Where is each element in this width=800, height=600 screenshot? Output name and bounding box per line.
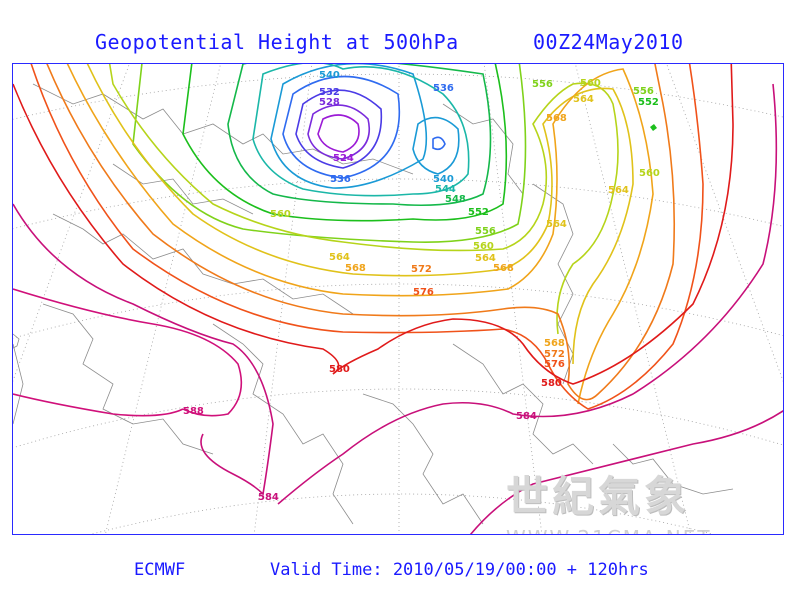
contour-548 [227,64,492,207]
contour-580 [13,64,734,385]
contour-label-568d: 568 [546,113,567,124]
contour-label-572: 572 [411,264,432,275]
contour-label-540: 540 [319,70,340,81]
watermark-logo: 世紀氣象 [506,472,691,521]
contour-568 [66,64,654,405]
contour-label-576: 576 [413,287,434,298]
contour-label-564d: 564 [573,94,594,105]
contour-label-560b: 560 [473,241,494,252]
contour-564 [86,64,634,365]
contour-label-560c: 560 [580,78,601,89]
contour-label-536b: 536 [433,83,454,94]
contour-label-556c: 556 [633,86,654,97]
contour-label-528: 528 [319,97,340,108]
contours [13,64,783,534]
map-frame: 540 532 528 524 536 536 540 544 548 552 … [12,63,784,535]
contour-532 [295,89,383,169]
watermark-url: WWW.21CMA.NET [506,526,776,534]
contour-536 [432,136,446,151]
contour-label-532: 532 [319,87,340,98]
high-center-marker [650,124,657,131]
contour-label-544: 544 [435,184,456,195]
contour-label-560: 560 [270,209,291,220]
contour-524 [317,114,360,153]
contour-label-576b: 576 [544,359,565,370]
graticule [13,64,783,534]
contour-584 [469,409,783,534]
contour-label-564b: 564 [475,253,496,264]
valid-time: Valid Time: 2010/05/19/00:00 + 120hrs [270,560,649,580]
contour-label-540b: 540 [433,174,454,185]
chart-title: Geopotential Height at 500hPa [95,30,459,54]
watermark: 世紀氣象 WWW.21CMA.NET [506,463,776,534]
contour-label-588: 588 [183,406,204,417]
contour-label-552: 552 [468,207,489,218]
contour-572 [46,64,676,401]
contour-label-580b: 580 [541,378,562,389]
contour-label-536: 536 [330,174,351,185]
contour-label-580: 580 [329,364,350,375]
contour-label-524: 524 [333,153,354,164]
contour-560 [108,64,619,335]
contour-556 [132,64,527,243]
contour-label-584: 584 [258,492,279,503]
coastlines [13,83,734,525]
contour-label-568b: 568 [493,263,514,274]
contour-576 [30,64,704,410]
contour-544 [252,64,470,197]
contour-540 [270,64,428,189]
contour-label-564: 564 [329,252,350,263]
contour-labels: 540 532 528 524 536 536 540 544 548 552 … [183,70,660,503]
contour-552 [182,64,508,222]
contour-584 [13,203,274,496]
contour-label-564c: 564 [546,219,567,230]
model-name: ECMWF [134,560,186,580]
contour-588 [13,393,184,417]
contour-label-556: 556 [475,226,496,237]
contour-label-568c: 568 [544,338,565,349]
contour-588 [13,288,243,417]
contour-label-548: 548 [445,194,466,205]
contour-label-564e: 564 [608,185,629,196]
contour-label-572b: 572 [544,349,565,360]
map-svg: 540 532 528 524 536 536 540 544 548 552 … [13,64,783,534]
contour-label-584b: 584 [516,411,537,422]
contour-540 [412,116,460,175]
contour-label-560d: 560 [639,168,660,179]
contour-label-568: 568 [345,263,366,274]
contour-536 [282,75,401,179]
contour-label-552b: 552 [638,97,659,108]
contour-528 [307,104,370,160]
contour-584 [277,83,778,505]
forecast-date: 00Z24May2010 [533,30,684,54]
contour-label-556b: 556 [532,79,553,90]
